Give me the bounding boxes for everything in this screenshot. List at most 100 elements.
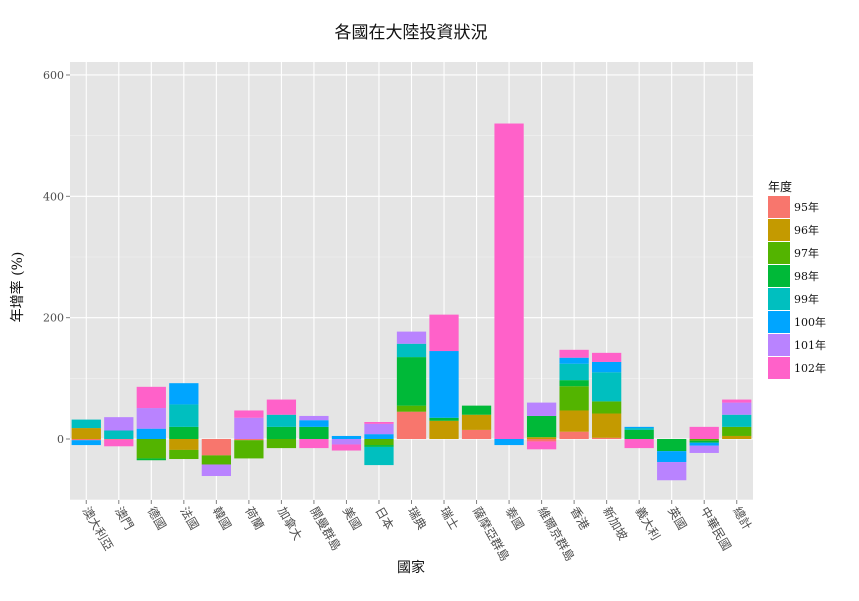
bar-segment (234, 417, 264, 439)
bar-segment (429, 314, 459, 352)
x-tick-label: 新加坡 (600, 504, 631, 543)
bar-segment (592, 437, 622, 439)
bar-segment (429, 420, 459, 439)
x-tick-label: 荷蘭 (242, 505, 266, 533)
bar-segment (689, 442, 719, 446)
x-tick-label: 澳門 (112, 505, 136, 533)
y-axis-title: 年增率 (%) (9, 252, 26, 323)
bar-segment (559, 349, 589, 358)
bar-segment (299, 439, 329, 449)
bar-segment (299, 426, 329, 439)
legend-swatch (768, 265, 790, 287)
legend-label: 99年 (794, 292, 819, 306)
bar-segment (71, 439, 101, 441)
bar-segment (234, 439, 264, 441)
bar-segment (234, 440, 264, 459)
bar-segment (559, 363, 589, 381)
bar-segment (689, 426, 719, 439)
bar-segment (722, 435, 752, 439)
bar-segment (722, 399, 752, 403)
legend-label: 100年 (794, 315, 826, 329)
bar-segment (71, 440, 101, 446)
bar-segment (396, 357, 427, 406)
bar-segment (364, 439, 394, 446)
bar-segment (559, 357, 589, 364)
x-tick-label: 開曼群島 (307, 504, 344, 553)
bar-segment (71, 419, 101, 429)
legend-swatch (768, 311, 790, 333)
bar-segment (331, 439, 362, 445)
bar-segment (169, 383, 199, 405)
legend-swatch (768, 288, 790, 310)
bar-segment (169, 449, 199, 460)
x-tick-label: 美國 (340, 505, 364, 533)
bar-segment (266, 439, 297, 449)
x-axis-title: 國家 (397, 559, 425, 576)
bar-segment (364, 446, 394, 466)
bar-segment (364, 445, 394, 447)
bar-segment (364, 423, 394, 435)
x-tick-label: 總計 (730, 504, 755, 532)
bar-segment (364, 422, 394, 424)
bar-segment (461, 429, 492, 439)
bar-segment (494, 439, 524, 446)
bar-segment (657, 439, 687, 452)
bar-segment (169, 439, 199, 450)
legend-swatch (768, 334, 790, 356)
bar-segment (624, 429, 654, 439)
y-tick-label: 400 (43, 190, 64, 203)
x-tick-label: 中華民國 (698, 504, 735, 553)
bar-segment (234, 410, 264, 418)
bar-segment (299, 420, 329, 427)
x-tick-label: 韓國 (210, 505, 234, 533)
bar-segment (657, 451, 687, 463)
bar-segment (104, 417, 134, 431)
bar-segment (592, 401, 622, 414)
bar-segment (104, 439, 134, 447)
legend-label: 101年 (794, 338, 826, 352)
legend-swatch (768, 357, 790, 379)
bar-segment (71, 428, 101, 439)
bar-segment (136, 408, 166, 429)
bar-segment (526, 437, 557, 439)
bar-segment (364, 434, 394, 439)
legend-label: 97年 (794, 246, 819, 260)
legend-label: 96年 (794, 223, 819, 237)
bar-segment (429, 351, 459, 418)
y-tick-label: 600 (43, 69, 64, 82)
bar-segment (201, 464, 231, 477)
bar-segment (526, 402, 557, 416)
bar-segment (559, 410, 589, 432)
chart-title: 各國在大陸投資狀況 (335, 23, 488, 43)
bar-segment (429, 417, 459, 421)
bar-segment (722, 414, 752, 427)
plot-panel: 0200400600澳大利亞澳門 德國 法國 韓國 荷蘭 加拿大 開曼群島美國 日本 瑞典 瑞士薩… (43, 62, 755, 563)
bar-segment (201, 455, 231, 465)
bar-segment (592, 352, 622, 362)
bar-segment (526, 415, 557, 438)
bar-segment (136, 458, 166, 461)
x-tick-label: 德國 (145, 504, 170, 532)
bar-segment (624, 439, 654, 449)
x-tick-label: 瑞士 (437, 505, 461, 533)
bar-segment (689, 440, 719, 443)
x-tick-label: 英國 (665, 505, 689, 533)
bar-segment (136, 439, 166, 459)
bar-segment (689, 445, 719, 453)
bar-segment (396, 343, 427, 358)
bar-segment (526, 441, 557, 450)
bar-segment (461, 405, 492, 415)
bar-segment (266, 426, 297, 439)
bar-segment (657, 462, 687, 481)
legend-swatch (768, 242, 790, 264)
bar-segment (331, 444, 362, 451)
legend-label: 95年 (794, 200, 819, 214)
bar-segment (592, 361, 622, 373)
bar-segment (396, 331, 427, 344)
bar-segment (624, 428, 654, 430)
legend-swatch (768, 196, 790, 218)
bar-segment (722, 426, 752, 436)
x-tick-label: 澳大利亞 (80, 505, 116, 554)
